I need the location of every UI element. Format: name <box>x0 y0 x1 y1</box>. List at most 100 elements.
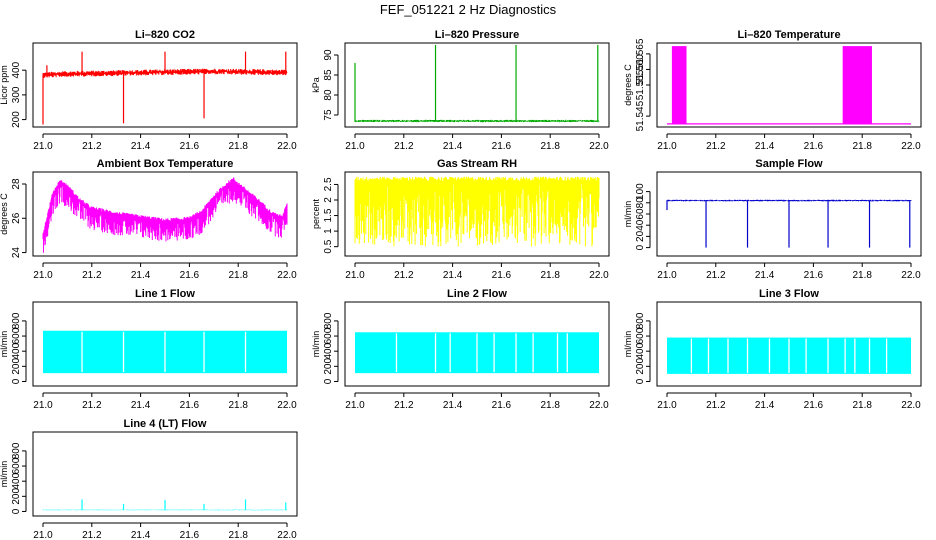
y-axis-label: ml/min <box>0 331 9 358</box>
x-tick-label: 21.8 <box>852 400 872 411</box>
x-tick-label: 22.0 <box>901 270 921 281</box>
y-tick-label: 85 <box>323 69 334 81</box>
x-tick-label: 21.6 <box>804 400 824 411</box>
y-axis: 75 80 85 90 <box>323 49 339 121</box>
x-tick-label: 21.8 <box>852 141 872 152</box>
x-tick-label: 21.6 <box>804 270 824 281</box>
x-tick-label: 21.0 <box>33 141 53 152</box>
x-tick-label: 21.8 <box>540 270 560 281</box>
x-tick-label: 21.0 <box>33 400 53 411</box>
plot-frame <box>344 171 610 257</box>
y-axis-label: degrees C <box>0 193 9 235</box>
x-tick-label: 22.0 <box>277 530 297 540</box>
panel-title: Ambient Box Temperature <box>97 158 234 170</box>
x-tick-label: 21.8 <box>540 400 560 411</box>
y-tick-label: 24 <box>11 247 22 259</box>
y-tick-label: 100 <box>635 183 646 200</box>
y-tick-label: 51.565 <box>635 38 646 69</box>
x-axis: 21.0 21.2 21.4 21.6 21.8 22.0 <box>345 262 609 281</box>
y-tick-label: 200 <box>11 488 22 505</box>
data-series <box>667 337 911 374</box>
x-tick-label: 21.6 <box>492 270 512 281</box>
y-tick-label: 51.555 <box>635 69 646 100</box>
x-tick-label: 21.8 <box>228 141 248 152</box>
panel-5: Gas Stream RH 21.0 21.2 21.4 21.6 21.8 22.0 0.5… <box>311 158 610 281</box>
panel-8: Line 2 Flow 21.0 21.2 21.4 21.6 21.8 22.0 0 2004… <box>311 288 610 411</box>
y-tick-label: 800 <box>323 312 334 329</box>
x-tick-label: 21.4 <box>131 270 151 281</box>
y-tick-label: 0.5 <box>323 239 334 253</box>
x-tick-label: 21.4 <box>131 141 151 152</box>
y-tick-label: 0 <box>635 244 646 250</box>
data-series <box>666 199 912 248</box>
data-series <box>42 177 288 253</box>
x-tick-label: 21.0 <box>657 270 677 281</box>
x-tick-label: 21.4 <box>443 400 463 411</box>
panel-9: Line 3 Flow 21.0 21.2 21.4 21.6 21.8 22.0 0 2004… <box>623 288 922 411</box>
x-tick-label: 22.0 <box>901 141 921 152</box>
series-line <box>42 177 288 253</box>
x-tick-label: 21.6 <box>492 400 512 411</box>
y-tick-label: 600 <box>323 327 334 344</box>
y-tick-label: 28 <box>11 178 22 190</box>
x-tick-label: 21.0 <box>345 141 365 152</box>
x-axis: 21.0 21.2 21.4 21.6 21.8 22.0 <box>345 392 609 411</box>
panel-title: Sample Flow <box>755 158 823 170</box>
x-axis: 21.0 21.2 21.4 21.6 21.8 22.0 <box>33 392 297 411</box>
x-tick-label: 21.2 <box>82 530 102 540</box>
panel-10: Line 4 (LT) Flow 21.0 21.2 21.4 21.6 21.8 22.0… <box>0 418 298 540</box>
x-tick-label: 21.6 <box>180 141 200 152</box>
y-axis-label: ml/min <box>623 331 633 358</box>
x-tick-label: 21.8 <box>852 270 872 281</box>
plot-frame <box>32 42 298 128</box>
y-tick-label: 80 <box>323 89 334 101</box>
y-tick-label: 60 <box>635 208 646 220</box>
plot-frame <box>32 171 298 257</box>
y-axis-label: percent <box>311 198 321 229</box>
y-axis-label: Licor ppm <box>0 65 9 105</box>
y-tick-label: 80 <box>635 197 646 209</box>
x-tick-label: 21.6 <box>804 141 824 152</box>
data-series <box>42 499 288 511</box>
panel-6: Sample Flow 21.0 21.2 21.4 21.6 21.8 22.0 0 2040… <box>623 158 922 281</box>
panel-title: Line 3 Flow <box>759 288 819 300</box>
x-tick-label: 21.6 <box>180 530 200 540</box>
panel-title: Li–820 Temperature <box>737 29 840 41</box>
x-tick-label: 21.2 <box>394 270 414 281</box>
x-tick-label: 21.0 <box>657 141 677 152</box>
plot-frame <box>656 171 922 257</box>
panel-7: Line 1 Flow 21.0 21.2 21.4 21.6 21.8 22.0 0 2004… <box>0 288 298 411</box>
y-tick-label: 600 <box>11 327 22 344</box>
y-axis-label: ml/min <box>623 201 633 228</box>
y-tick-label: 400 <box>11 342 22 359</box>
data-series <box>43 330 287 374</box>
x-tick-label: 21.8 <box>540 141 560 152</box>
y-tick-label: 51.545 <box>635 100 646 131</box>
series-line <box>42 509 288 511</box>
x-axis: 21.0 21.2 21.4 21.6 21.8 22.0 <box>657 262 921 281</box>
x-tick-label: 21.4 <box>755 141 775 152</box>
panel-2: Li–820 Pressure 21.0 21.2 21.4 21.6 21.8 22.0 7… <box>311 29 610 152</box>
data-series <box>42 51 288 125</box>
y-tick-label: 0 <box>323 378 334 384</box>
x-axis: 21.0 21.2 21.4 21.6 21.8 22.0 <box>345 133 609 152</box>
y-axis: 200 300 400 <box>11 61 27 128</box>
y-tick-label: 800 <box>11 312 22 329</box>
y-tick-label: 200 <box>635 358 646 375</box>
y-tick-label: 75 <box>323 109 334 121</box>
x-axis: 21.0 21.2 21.4 21.6 21.8 22.0 <box>657 392 921 411</box>
plot-frame <box>344 42 610 128</box>
plot-frame <box>32 301 298 387</box>
x-tick-label: 21.0 <box>33 530 53 540</box>
band-mark <box>671 46 687 124</box>
y-tick-label: 2.5 <box>323 177 334 191</box>
plot-frame <box>656 42 922 128</box>
y-axis-label: kPa <box>311 77 321 93</box>
x-tick-label: 21.2 <box>706 400 726 411</box>
